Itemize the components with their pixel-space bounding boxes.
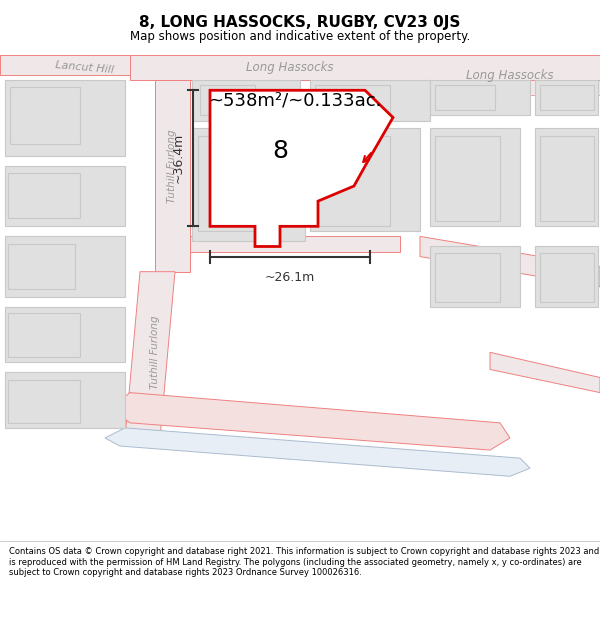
Text: ~36.4m: ~36.4m bbox=[172, 133, 185, 183]
Polygon shape bbox=[5, 166, 125, 226]
Polygon shape bbox=[8, 379, 80, 423]
Text: Long Hassocks: Long Hassocks bbox=[246, 61, 334, 74]
Polygon shape bbox=[5, 80, 125, 156]
Polygon shape bbox=[430, 246, 520, 307]
Polygon shape bbox=[440, 80, 600, 95]
Polygon shape bbox=[540, 85, 594, 111]
Text: Contains OS data © Crown copyright and database right 2021. This information is : Contains OS data © Crown copyright and d… bbox=[9, 548, 599, 577]
Polygon shape bbox=[0, 55, 130, 75]
Text: ~26.1m: ~26.1m bbox=[265, 271, 315, 284]
Polygon shape bbox=[8, 173, 80, 218]
Polygon shape bbox=[192, 80, 300, 121]
Polygon shape bbox=[430, 127, 520, 226]
Polygon shape bbox=[5, 307, 125, 362]
Polygon shape bbox=[535, 127, 598, 226]
Polygon shape bbox=[192, 127, 305, 241]
Text: 8, LONG HASSOCKS, RUGBY, CV23 0JS: 8, LONG HASSOCKS, RUGBY, CV23 0JS bbox=[139, 16, 461, 31]
Polygon shape bbox=[200, 85, 255, 116]
Polygon shape bbox=[535, 246, 598, 307]
Polygon shape bbox=[315, 85, 390, 116]
Text: Map shows position and indicative extent of the property.: Map shows position and indicative extent… bbox=[130, 30, 470, 43]
Polygon shape bbox=[130, 55, 600, 80]
Polygon shape bbox=[435, 85, 495, 111]
Polygon shape bbox=[310, 80, 430, 121]
Polygon shape bbox=[535, 80, 598, 116]
Text: Long Hassocks: Long Hassocks bbox=[466, 69, 554, 82]
Polygon shape bbox=[490, 352, 600, 392]
Polygon shape bbox=[430, 80, 530, 116]
Polygon shape bbox=[435, 253, 500, 302]
Polygon shape bbox=[105, 428, 530, 476]
Text: 8: 8 bbox=[272, 139, 288, 162]
Text: Tuthill Furlong: Tuthill Furlong bbox=[167, 129, 177, 202]
Polygon shape bbox=[210, 90, 393, 246]
Polygon shape bbox=[540, 136, 594, 221]
Polygon shape bbox=[315, 136, 390, 226]
Polygon shape bbox=[5, 236, 125, 297]
Polygon shape bbox=[310, 127, 420, 231]
Text: Lancut Hill: Lancut Hill bbox=[55, 59, 115, 74]
Text: ~538m²/~0.133ac.: ~538m²/~0.133ac. bbox=[208, 91, 382, 109]
Polygon shape bbox=[10, 88, 80, 144]
Polygon shape bbox=[8, 313, 80, 358]
Polygon shape bbox=[155, 80, 190, 272]
Polygon shape bbox=[8, 244, 75, 289]
Polygon shape bbox=[420, 236, 600, 287]
Text: Tuthill Furlong: Tuthill Furlong bbox=[150, 316, 160, 389]
Polygon shape bbox=[110, 392, 510, 450]
Polygon shape bbox=[125, 272, 175, 438]
Polygon shape bbox=[198, 136, 255, 231]
Polygon shape bbox=[435, 136, 500, 221]
Polygon shape bbox=[5, 372, 125, 428]
Polygon shape bbox=[190, 236, 400, 251]
Polygon shape bbox=[540, 253, 594, 302]
